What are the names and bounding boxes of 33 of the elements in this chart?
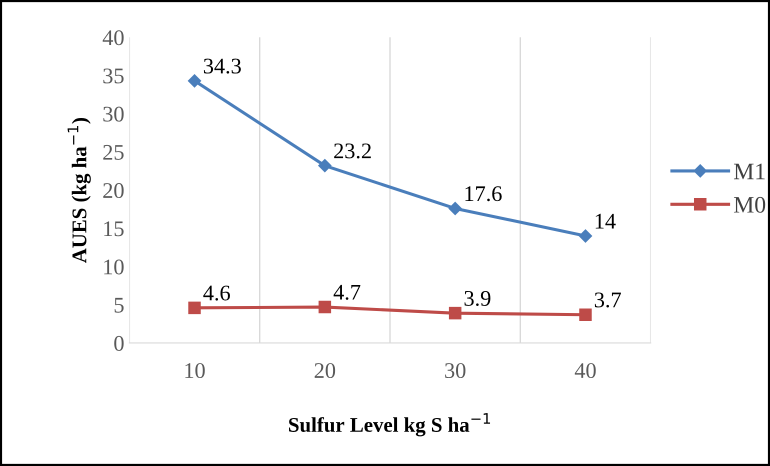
point [318,300,332,314]
point [188,74,202,88]
data-label: 3.9 [464,290,490,306]
data-label: 34.3 [204,58,241,74]
data-label: 23.2 [334,143,371,158]
x-tick-label: 10 [185,363,205,378]
x-tick-label: 20 [314,363,336,378]
data-label: 4.6 [203,286,230,301]
y-tick-label: 30 [103,106,124,122]
point [578,229,592,243]
y-tick-label: 20 [103,183,124,198]
legend-label: M1 [734,164,765,180]
x-tick-label: 40 [574,363,596,378]
point [188,302,201,314]
x-axis-title: Sulfur Level kg S ha$^{−1}$ [289,413,490,436]
data-label: 4.7 [334,284,360,300]
y-tick-label: 10 [104,259,124,274]
y-tick-label: 35 [103,68,124,84]
y-tick-label: 5 [114,298,124,313]
x-tick-label: 30 [445,363,466,378]
y-axis-title: AUES (kg ha$^{−1}$) [68,118,91,264]
point [318,159,332,172]
legend-label: M0 [734,196,766,213]
y-tick-label: 25 [103,144,124,160]
data-label: 17.6 [465,186,502,202]
y-tick-label: 40 [102,30,124,46]
point [448,306,462,320]
y-tick-label: 15 [104,221,124,236]
data-label: 14 [596,214,616,228]
point [448,202,462,216]
y-tick-label: 0 [114,336,124,351]
point [579,308,592,321]
data-label: 3.7 [594,292,621,308]
